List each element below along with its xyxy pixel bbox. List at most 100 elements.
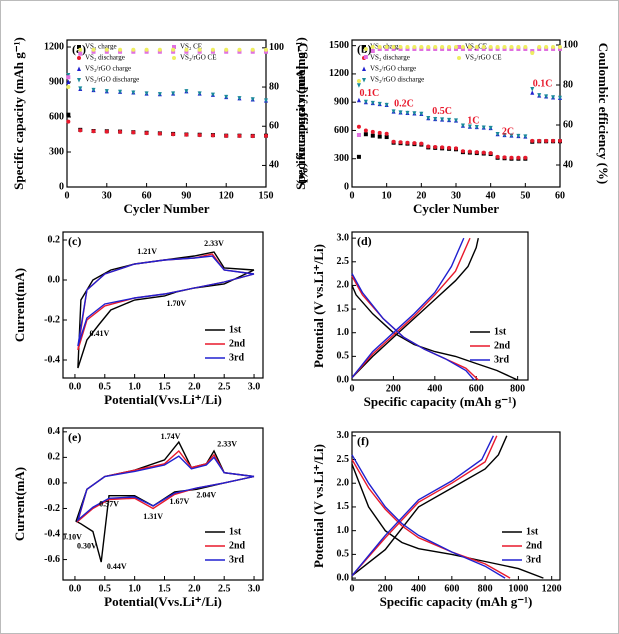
y-axis-title: Potential (V vs.Li⁺/Li)	[311, 244, 326, 368]
legend-label: 3rd	[229, 352, 244, 363]
marker	[481, 150, 486, 155]
marker	[537, 45, 542, 49]
plot-frame	[62, 427, 264, 581]
marker	[363, 55, 368, 59]
curve	[351, 435, 544, 579]
curve	[77, 255, 255, 347]
y-axis-title: Specific capacity (mAh g⁻¹)	[11, 37, 26, 190]
y2-tick-label: 100	[563, 39, 578, 50]
marker	[362, 66, 366, 71]
marker	[377, 101, 382, 107]
x-tick-label: 120	[219, 190, 234, 201]
marker	[419, 141, 424, 146]
marker	[66, 75, 71, 80]
marker	[419, 45, 424, 49]
legend-label: VS₂/rGO discharge	[370, 76, 424, 84]
x-tick-label: 0.0	[69, 381, 82, 392]
marker	[454, 45, 458, 49]
x-axis-title: Specific capacity (mAh g⁻¹)	[364, 394, 517, 409]
marker	[530, 87, 535, 92]
marker	[197, 47, 202, 52]
marker	[426, 45, 431, 49]
marker	[551, 138, 556, 143]
y-tick-label: 600	[334, 125, 349, 136]
marker	[391, 109, 396, 114]
y-tick-label: 0.5	[337, 351, 350, 362]
marker	[66, 119, 71, 124]
annotation: 0.10V	[62, 533, 82, 542]
marker	[516, 155, 521, 160]
y-tick-label: 1200	[44, 41, 64, 52]
x-tick-label: 20	[416, 190, 426, 201]
legend-label: 3rd	[526, 554, 541, 565]
legend-label: 2nd	[229, 338, 246, 349]
marker	[118, 89, 123, 95]
marker	[384, 45, 389, 49]
marker	[412, 45, 417, 49]
y2-tick-label: 100	[269, 42, 284, 53]
y-tick-label: 1500	[329, 40, 349, 51]
marker	[474, 45, 479, 49]
x-axis-title: Cycler Number	[413, 201, 499, 216]
marker	[184, 89, 189, 94]
y-tick-label: 2.5	[337, 256, 350, 267]
plot-frame	[351, 431, 561, 581]
marker	[210, 92, 215, 98]
marker	[391, 139, 396, 144]
marker	[457, 45, 461, 49]
marker	[131, 90, 136, 95]
marker	[66, 79, 71, 84]
y2-tick-label: 80	[269, 81, 279, 92]
x-tick-label: 1.0	[128, 381, 141, 392]
x-tick-label: 1.5	[158, 381, 171, 392]
x-tick-label: 2.0	[188, 381, 201, 392]
marker	[78, 47, 83, 52]
y-axis-title: Specific capacity (mAh g⁻¹)	[293, 37, 308, 190]
panel-label: (f)	[357, 434, 369, 448]
marker	[131, 130, 136, 135]
x-tick-label: 800	[510, 383, 525, 394]
marker	[440, 117, 445, 122]
marker	[77, 45, 81, 49]
y-tick-label: 0	[59, 181, 64, 192]
x-tick-label: 0	[350, 383, 355, 394]
marker	[78, 51, 83, 56]
marker	[544, 94, 549, 99]
marker	[481, 125, 486, 130]
y-tick-label: 2.0	[337, 280, 350, 291]
marker	[523, 155, 528, 160]
y-tick-label: 0.0	[48, 477, 61, 488]
legend-label: 1st	[229, 526, 242, 537]
x-axis-title: Potential(Vvs.Li⁺/Li)	[104, 594, 222, 609]
panel-label: (c)	[68, 234, 81, 248]
marker	[77, 56, 81, 60]
marker	[264, 133, 268, 138]
marker	[104, 89, 109, 94]
marker	[405, 140, 410, 145]
annotation: 0.2C	[394, 98, 414, 109]
marker	[405, 45, 410, 49]
curve	[351, 237, 518, 381]
marker	[363, 99, 368, 105]
x-tick-label: 2.0	[188, 583, 201, 594]
marker	[384, 131, 389, 136]
x-tick-label: 1.0	[128, 583, 141, 594]
legend-label: 2nd	[229, 540, 246, 551]
marker	[172, 56, 176, 60]
marker	[184, 132, 189, 137]
y-tick-label: 2.0	[337, 478, 350, 489]
x-tick-label: 0	[65, 190, 70, 201]
annotation: 0.5C	[432, 106, 452, 117]
marker	[495, 132, 500, 137]
y-tick-label: 0.5	[337, 549, 350, 560]
legend-label: 2nd	[494, 340, 511, 351]
marker	[363, 132, 368, 137]
marker	[157, 131, 162, 136]
x-tick-label: 1000	[508, 583, 528, 594]
marker	[237, 47, 242, 52]
x-tick-label: 30	[102, 190, 112, 201]
legend-label: VS₂/rGO CE	[180, 54, 216, 62]
legend-label: VS₂ discharge	[85, 54, 125, 62]
panel-label: (d)	[357, 234, 372, 248]
marker	[362, 78, 366, 83]
